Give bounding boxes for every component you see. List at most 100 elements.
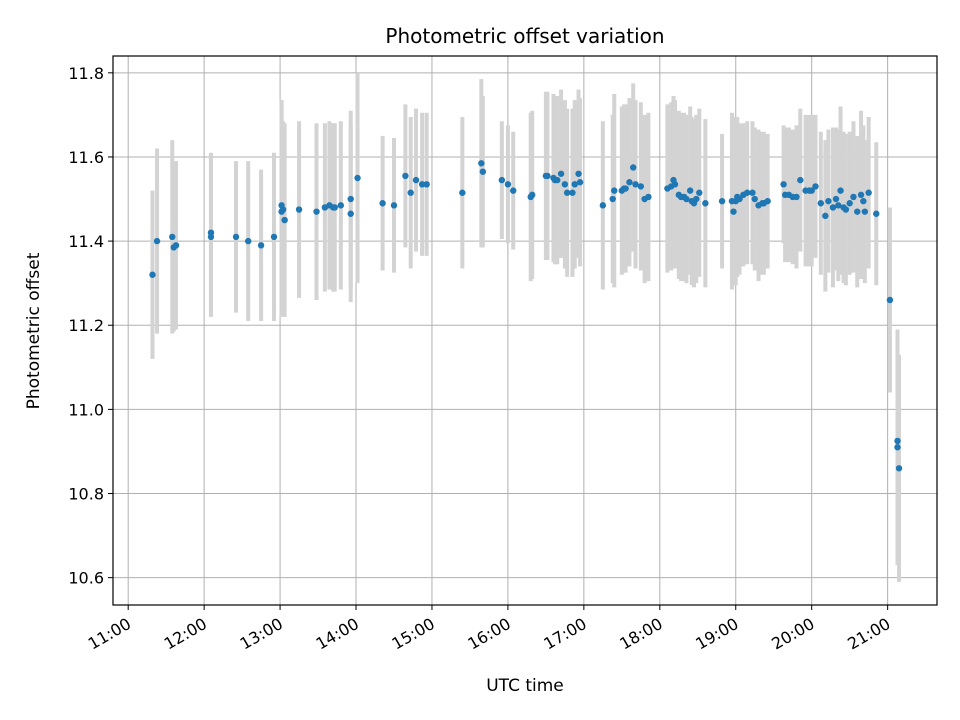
data-point bbox=[510, 187, 517, 194]
y-tick-label: 10.6 bbox=[68, 569, 104, 588]
data-point bbox=[854, 208, 861, 215]
data-point bbox=[354, 174, 361, 182]
data-point bbox=[793, 193, 800, 201]
data-point bbox=[337, 202, 345, 209]
data-point bbox=[379, 200, 386, 207]
data-point bbox=[257, 242, 265, 249]
data-point bbox=[894, 444, 901, 451]
y-tick-label: 10.8 bbox=[68, 485, 104, 504]
data-point bbox=[153, 237, 161, 245]
chart-title: Photometric offset variation bbox=[385, 24, 664, 48]
data-point bbox=[498, 176, 506, 184]
data-point bbox=[637, 183, 645, 190]
data-point bbox=[571, 181, 578, 188]
data-point bbox=[557, 170, 565, 177]
data-point bbox=[402, 172, 409, 180]
data-point bbox=[281, 216, 288, 224]
data-point bbox=[702, 200, 709, 207]
data-point bbox=[504, 181, 512, 188]
data-point bbox=[743, 189, 751, 196]
data-point bbox=[632, 181, 639, 188]
data-point bbox=[390, 202, 398, 209]
data-point bbox=[609, 195, 616, 203]
data-point bbox=[780, 181, 787, 188]
data-point bbox=[331, 204, 338, 211]
data-point bbox=[686, 187, 694, 194]
data-point bbox=[569, 189, 576, 196]
y-tick-label: 11.0 bbox=[68, 400, 104, 419]
data-point bbox=[149, 271, 156, 278]
data-point bbox=[829, 204, 837, 211]
data-point bbox=[169, 233, 176, 241]
data-point bbox=[696, 189, 703, 196]
data-point bbox=[812, 183, 819, 190]
data-point bbox=[850, 193, 857, 201]
data-point bbox=[626, 179, 633, 186]
data-point bbox=[207, 233, 215, 241]
data-point bbox=[817, 200, 825, 207]
data-point bbox=[478, 160, 485, 167]
data-points bbox=[149, 160, 903, 472]
data-point bbox=[563, 189, 571, 196]
y-tick-label: 11.4 bbox=[68, 232, 104, 251]
plot-frame bbox=[112, 55, 938, 606]
data-point bbox=[736, 195, 743, 203]
data-point bbox=[751, 195, 758, 203]
data-point bbox=[270, 233, 278, 241]
data-point bbox=[797, 176, 804, 184]
data-point bbox=[423, 181, 430, 188]
data-point bbox=[693, 195, 700, 203]
data-point bbox=[846, 200, 853, 207]
data-point bbox=[347, 210, 354, 217]
data-point bbox=[842, 206, 850, 213]
data-point bbox=[764, 197, 771, 205]
data-point bbox=[611, 187, 618, 194]
data-point bbox=[279, 206, 287, 213]
data-point bbox=[412, 176, 420, 184]
data-point bbox=[873, 210, 880, 217]
data-point bbox=[479, 168, 487, 175]
data-point bbox=[622, 185, 629, 192]
data-point bbox=[857, 191, 865, 199]
data-point bbox=[837, 187, 844, 194]
data-point bbox=[895, 465, 903, 472]
y-tick-label: 11.2 bbox=[68, 316, 104, 335]
data-point bbox=[599, 202, 607, 209]
data-point bbox=[808, 187, 815, 194]
data-point bbox=[407, 189, 414, 196]
data-point bbox=[832, 195, 840, 203]
data-point bbox=[835, 202, 842, 209]
x-axis-label: UTC time bbox=[486, 676, 564, 696]
data-point bbox=[529, 191, 536, 199]
data-point bbox=[683, 195, 690, 203]
data-point bbox=[172, 242, 180, 249]
data-point bbox=[630, 164, 637, 171]
data-point bbox=[886, 296, 894, 304]
data-point bbox=[418, 181, 426, 188]
y-axis-label: Photometric offset bbox=[24, 252, 44, 409]
data-point bbox=[825, 197, 832, 205]
y-tick-label: 11.8 bbox=[68, 64, 104, 83]
data-point bbox=[860, 197, 867, 205]
data-point bbox=[313, 208, 320, 215]
data-point bbox=[554, 176, 561, 184]
data-point bbox=[576, 179, 584, 186]
data-point bbox=[232, 233, 240, 241]
data-point bbox=[244, 237, 252, 245]
data-point bbox=[718, 197, 726, 205]
y-tick-label: 11.6 bbox=[68, 148, 104, 167]
data-point bbox=[730, 208, 737, 215]
data-point bbox=[347, 195, 354, 203]
data-point bbox=[671, 181, 679, 188]
data-point bbox=[561, 181, 569, 188]
data-point bbox=[861, 208, 869, 215]
data-point bbox=[295, 206, 303, 213]
data-point bbox=[645, 193, 652, 201]
data-point bbox=[865, 189, 872, 196]
data-point bbox=[459, 189, 466, 196]
data-point bbox=[544, 172, 551, 180]
data-point bbox=[749, 189, 756, 196]
data-point bbox=[894, 437, 901, 445]
data-point bbox=[575, 170, 582, 177]
